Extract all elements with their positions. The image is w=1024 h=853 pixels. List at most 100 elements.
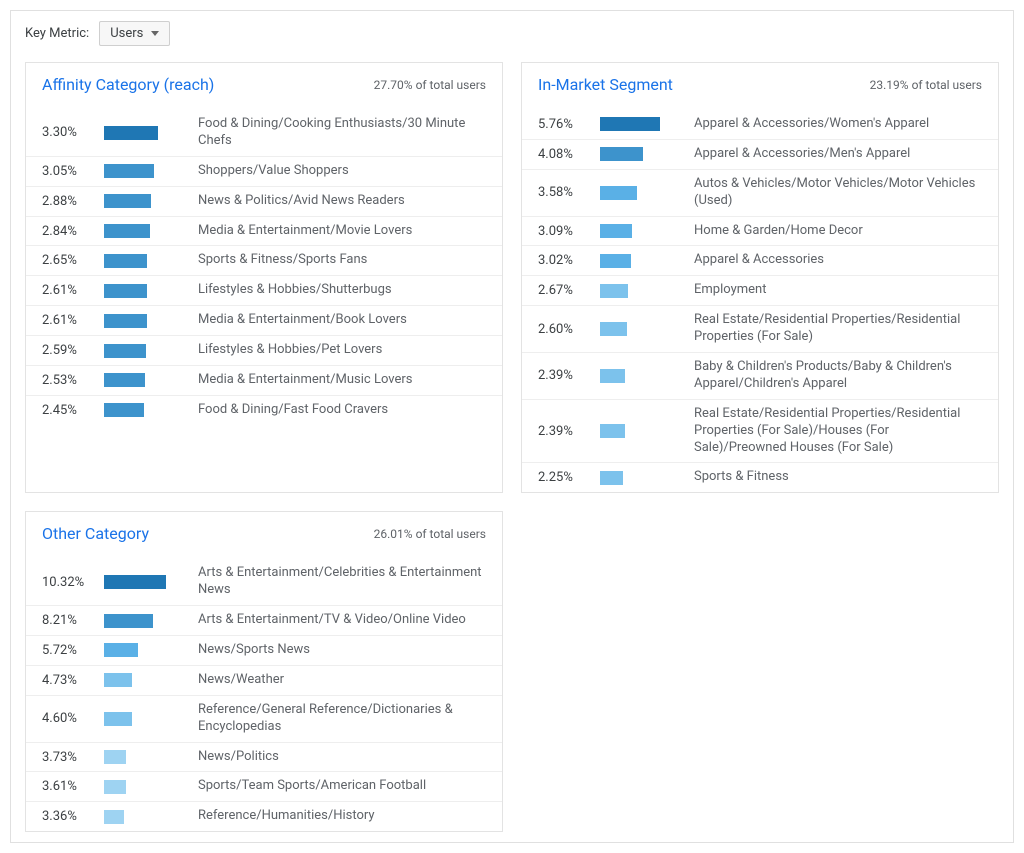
table-row[interactable]: 3.73%News/Politics — [26, 743, 502, 773]
table-row[interactable]: 4.08%Apparel & Accessories/Men's Apparel — [522, 140, 998, 170]
table-row[interactable]: 4.60%Reference/General Reference/Diction… — [26, 696, 502, 743]
row-bar-wrap — [104, 403, 184, 417]
row-bar-wrap — [600, 369, 680, 383]
row-bar-wrap — [600, 424, 680, 438]
table-row[interactable]: 3.30%Food & Dining/Cooking Enthusiasts/3… — [26, 110, 502, 157]
row-percent: 3.36% — [42, 809, 104, 824]
category-panel: Affinity Category (reach) 27.70% of total… — [25, 62, 503, 493]
row-bar-wrap — [104, 780, 184, 794]
row-bar-wrap — [104, 344, 184, 358]
table-row[interactable]: 2.45%Food & Dining/Fast Food Cravers — [26, 396, 502, 425]
table-row[interactable]: 2.88% News & Politics/Avid News Readers — [26, 187, 502, 217]
row-bar — [104, 284, 147, 298]
table-row[interactable]: 2.25%Sports & Fitness — [522, 463, 998, 492]
table-row[interactable]: 3.02%Apparel & Accessories — [522, 246, 998, 276]
row-bar-wrap — [104, 643, 184, 657]
row-bar — [600, 284, 628, 298]
metric-dropdown[interactable]: Users — [99, 21, 170, 46]
table-row[interactable]: 2.59%Lifestyles & Hobbies/Pet Lovers — [26, 336, 502, 366]
row-bar — [600, 424, 625, 438]
table-row[interactable]: 2.39%Baby & Children's Products/Baby & C… — [522, 353, 998, 400]
row-bar — [600, 471, 623, 485]
row-label: Shoppers/Value Shoppers — [198, 163, 486, 180]
row-bar-wrap — [104, 750, 184, 764]
table-row[interactable]: 3.61%Sports/Team Sports/American Footbal… — [26, 772, 502, 802]
row-label: Autos & Vehicles/Motor Vehicles/Motor Ve… — [694, 176, 982, 210]
row-percent: 2.60% — [538, 322, 600, 337]
table-row[interactable]: 3.09%Home & Garden/Home Decor — [522, 217, 998, 247]
table-row[interactable]: 5.72%News/Sports News — [26, 636, 502, 666]
table-row[interactable]: 3.58%Autos & Vehicles/Motor Vehicles/Mot… — [522, 170, 998, 217]
panel-subtitle: 27.70% of total users — [374, 78, 486, 92]
row-bar-wrap — [600, 471, 680, 485]
table-row[interactable]: 2.60% Real Estate/Residential Properties/… — [522, 306, 998, 353]
row-percent: 2.53% — [42, 373, 104, 388]
row-percent: 10.32% — [42, 575, 104, 590]
row-label: Real Estate/Residential Properties/Resid… — [694, 312, 982, 346]
row-bar-wrap — [600, 117, 680, 131]
row-percent: 2.61% — [42, 313, 104, 328]
row-bar-wrap — [104, 575, 184, 589]
row-bar — [104, 194, 151, 208]
row-bar-wrap — [104, 254, 184, 268]
row-percent: 2.59% — [42, 343, 104, 358]
row-bar — [104, 314, 147, 328]
row-bar-wrap — [104, 810, 184, 824]
table-row[interactable]: 2.61% Media & Entertainment/Book Lovers — [26, 306, 502, 336]
table-row[interactable]: 2.67%Employment — [522, 276, 998, 306]
row-bar — [600, 254, 631, 268]
table-row[interactable]: 2.61% Lifestyles & Hobbies/Shutterbugs — [26, 276, 502, 306]
row-label: Arts & Entertainment/Celebrities & Enter… — [198, 565, 486, 599]
row-bar-wrap — [104, 284, 184, 298]
row-percent: 2.39% — [538, 424, 600, 439]
row-label: Food & Dining/Cooking Enthusiasts/30 Min… — [198, 116, 486, 150]
row-label: Real Estate/Residential Properties/Resid… — [694, 406, 982, 457]
row-percent: 3.61% — [42, 779, 104, 794]
table-row[interactable]: 3.05% Shoppers/Value Shoppers — [26, 157, 502, 187]
panel-title-link[interactable]: In-Market Segment — [538, 75, 673, 94]
row-percent: 2.88% — [42, 194, 104, 209]
row-bar — [600, 322, 627, 336]
panel-title-link[interactable]: Affinity Category (reach) — [42, 75, 214, 94]
panel-header: In-Market Segment 23.19% of total users — [522, 63, 998, 110]
row-percent: 5.76% — [538, 117, 600, 132]
row-label: Lifestyles & Hobbies/Shutterbugs — [198, 282, 486, 299]
table-row[interactable]: 10.32% Arts & Entertainment/Celebrities &… — [26, 559, 502, 606]
panel-subtitle: 26.01% of total users — [374, 527, 486, 541]
row-bar — [104, 224, 150, 238]
table-row[interactable]: 2.53%Media & Entertainment/Music Lovers — [26, 366, 502, 396]
row-label: Reference/General Reference/Dictionaries… — [198, 702, 486, 736]
table-row[interactable]: 8.21%Arts & Entertainment/TV & Video/Onl… — [26, 606, 502, 636]
table-row[interactable]: 3.36%Reference/Humanities/History — [26, 802, 502, 831]
table-row[interactable]: 2.39% Real Estate/Residential Properties/… — [522, 400, 998, 464]
row-bar — [104, 126, 158, 140]
panel-subtitle: 23.19% of total users — [870, 78, 982, 92]
table-row[interactable]: 4.73%News/Weather — [26, 666, 502, 696]
analytics-interests-container: Key Metric: Users Affinity Category (rea… — [10, 10, 1014, 843]
row-label: Apparel & Accessories/Women's Apparel — [694, 116, 982, 133]
table-row[interactable]: 2.84%Media & Entertainment/Movie Lovers — [26, 217, 502, 247]
row-bar — [104, 614, 153, 628]
row-percent: 2.61% — [42, 283, 104, 298]
row-percent: 2.25% — [538, 470, 600, 485]
panel-title-link[interactable]: Other Category — [42, 524, 149, 543]
row-percent: 3.05% — [42, 164, 104, 179]
table-row[interactable]: 2.65% Sports & Fitness/Sports Fans — [26, 246, 502, 276]
row-label: News/Politics — [198, 749, 486, 766]
row-label: Sports & Fitness/Sports Fans — [198, 252, 486, 269]
row-bar — [104, 254, 147, 268]
row-bar — [600, 147, 643, 161]
row-label: Media & Entertainment/Book Lovers — [198, 312, 486, 329]
table-row[interactable]: 5.76% Apparel & Accessories/Women's Appar… — [522, 110, 998, 140]
row-bar-wrap — [600, 186, 680, 200]
row-bar — [104, 750, 126, 764]
row-label: News & Politics/Avid News Readers — [198, 193, 486, 210]
row-percent: 2.65% — [42, 253, 104, 268]
category-panel: Other Category 26.01% of total users 10.32… — [25, 511, 503, 832]
row-percent: 3.09% — [538, 224, 600, 239]
row-bar-wrap — [104, 314, 184, 328]
category-panel: In-Market Segment 23.19% of total users 5.… — [521, 62, 999, 493]
row-bar-wrap — [104, 126, 184, 140]
metric-selected-value: Users — [110, 26, 143, 41]
row-label: Media & Entertainment/Movie Lovers — [198, 223, 486, 240]
